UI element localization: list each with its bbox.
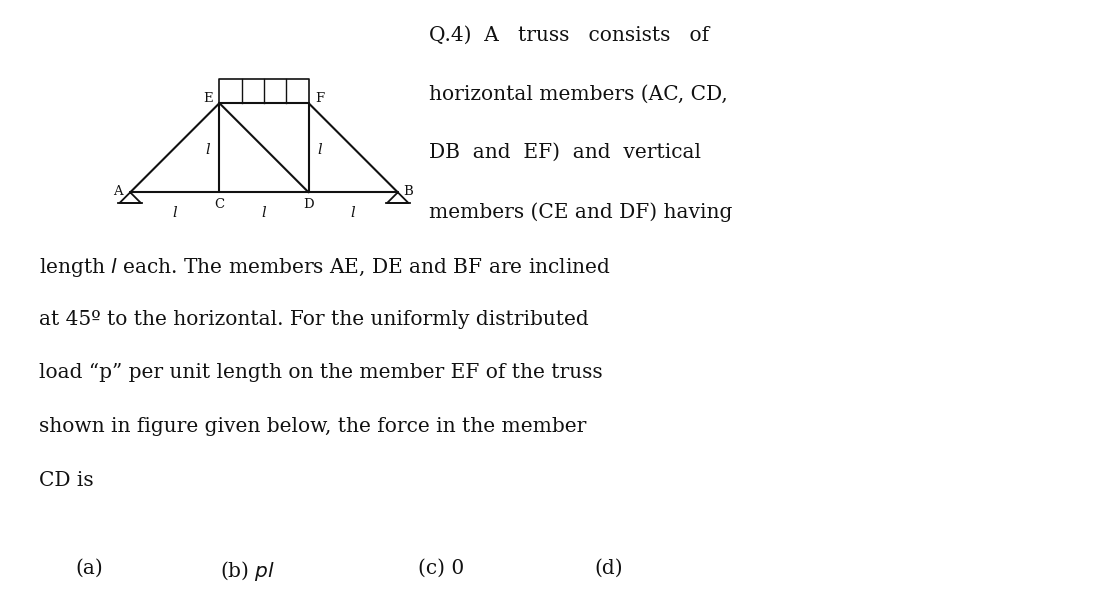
Text: C: C [214, 198, 224, 211]
Text: (d): (d) [595, 559, 624, 578]
Text: load “p” per unit length on the member EF of the truss: load “p” per unit length on the member E… [39, 363, 602, 382]
Text: l: l [206, 143, 210, 158]
Text: CD is: CD is [39, 470, 94, 490]
Text: l: l [262, 206, 266, 220]
Text: (a): (a) [75, 559, 102, 578]
Text: B: B [404, 185, 414, 198]
Text: (c) 0: (c) 0 [418, 559, 464, 578]
Text: F: F [315, 92, 323, 105]
Text: members (CE and DF) having: members (CE and DF) having [429, 202, 733, 222]
Text: D: D [304, 198, 313, 211]
Text: horizontal members (AC, CD,: horizontal members (AC, CD, [429, 84, 728, 103]
Text: l: l [351, 206, 355, 220]
Text: DB  and  EF)  and  vertical: DB and EF) and vertical [429, 143, 701, 162]
Text: l: l [318, 143, 322, 158]
Text: shown in figure given below, the force in the member: shown in figure given below, the force i… [39, 417, 586, 436]
Text: A: A [113, 185, 122, 198]
Text: at 45º to the horizontal. For the uniformly distributed: at 45º to the horizontal. For the unifor… [39, 310, 588, 328]
Text: Q.4)  A   truss   consists   of: Q.4) A truss consists of [429, 26, 710, 44]
Text: E: E [204, 92, 212, 105]
Text: (b) $pl$: (b) $pl$ [220, 559, 276, 583]
Text: length $\mathit{l}$ each. The members AE, DE and BF are inclined: length $\mathit{l}$ each. The members AE… [39, 256, 610, 279]
Text: l: l [173, 206, 177, 220]
